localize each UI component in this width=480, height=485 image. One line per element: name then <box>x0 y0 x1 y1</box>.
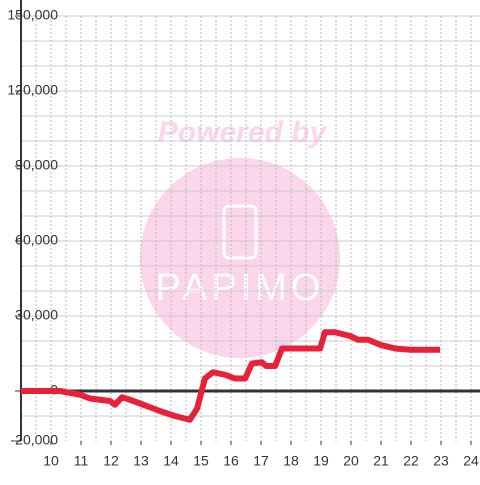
watermark-brand: PAPIMO <box>156 267 325 309</box>
y-tick-label: 120,000 <box>7 82 58 98</box>
y-tick-label: 90,000 <box>15 157 58 173</box>
x-tick-label: 24 <box>463 453 479 469</box>
x-tick-label: 10 <box>43 453 59 469</box>
x-tick-label: 23 <box>433 453 449 469</box>
x-tick-label: 11 <box>74 453 89 469</box>
y-tick-label: -20,000 <box>11 432 59 448</box>
x-tick-label: 22 <box>403 453 419 469</box>
y-tick-label: 60,000 <box>15 232 58 248</box>
data-line <box>21 329 441 423</box>
y-tick-label: 150,000 <box>7 7 58 23</box>
x-tick-label: 18 <box>283 453 299 469</box>
x-tick-label: 15 <box>193 453 209 469</box>
x-tick-label: 20 <box>343 453 359 469</box>
x-tick-label: 14 <box>163 453 179 469</box>
y-tick-label: 30,000 <box>15 307 58 323</box>
x-tick-label: 21 <box>373 453 389 469</box>
x-tick-label: 17 <box>253 453 269 469</box>
x-tick-label: 19 <box>313 453 329 469</box>
watermark-title: Powered by <box>158 116 328 149</box>
watermark-icon <box>222 204 258 260</box>
x-tick-label: 16 <box>223 453 239 469</box>
x-tick-label: 12 <box>103 453 119 469</box>
x-tick-label: 13 <box>133 453 149 469</box>
